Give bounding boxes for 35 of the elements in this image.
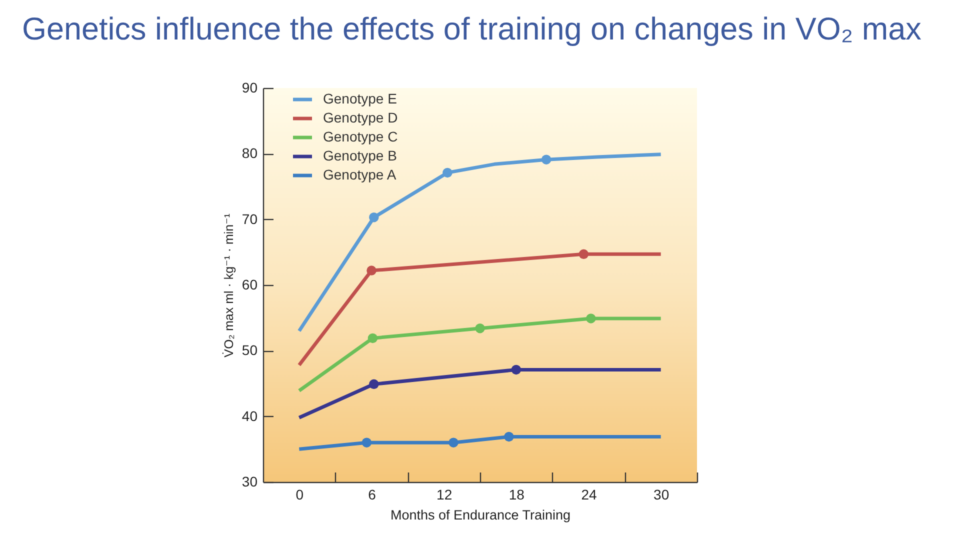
point: [541, 154, 552, 164]
point: [578, 249, 589, 259]
x-tick-label: 0: [296, 486, 304, 502]
point: [511, 364, 522, 375]
point: [475, 323, 485, 334]
y-tick-label: 80: [242, 145, 258, 162]
point: [369, 379, 379, 390]
y-tick-label: 60: [242, 276, 258, 292]
point: [369, 212, 379, 222]
y-tick-label: 40: [242, 408, 258, 424]
x-axis-title: Months of Endurance Training: [390, 508, 571, 522]
point: [368, 333, 378, 344]
x-tick-label: 24: [581, 486, 597, 502]
legend-label: Genotype D: [323, 110, 398, 126]
y-axis-title: V̇O₂ max ml · kg⁻¹ · min⁻¹: [222, 214, 236, 358]
legend-label: Genotype B: [323, 148, 397, 164]
x-tick-label: 12: [436, 486, 452, 502]
x-tick-label: 6: [368, 486, 376, 502]
y-tick-label: 30: [242, 474, 258, 490]
legend-label: Genotype A: [323, 166, 397, 182]
point: [366, 266, 376, 276]
y-tick-label: 50: [242, 342, 258, 358]
point: [448, 438, 458, 448]
point: [586, 314, 596, 324]
point: [442, 168, 452, 178]
y-tick-label: 70: [242, 210, 258, 227]
x-tick-label: 18: [508, 486, 525, 502]
legend-label: Genotype C: [323, 128, 398, 144]
chart-title: Genetics influence the effects of training on changes in VO₂ max: [22, 10, 922, 46]
x-tick-label: 30: [654, 486, 670, 502]
y-tick-label: 90: [242, 80, 258, 96]
line-series: [297, 152, 663, 333]
point: [504, 432, 514, 442]
legend-label: Genotype E: [323, 90, 397, 106]
point: [362, 438, 372, 448]
